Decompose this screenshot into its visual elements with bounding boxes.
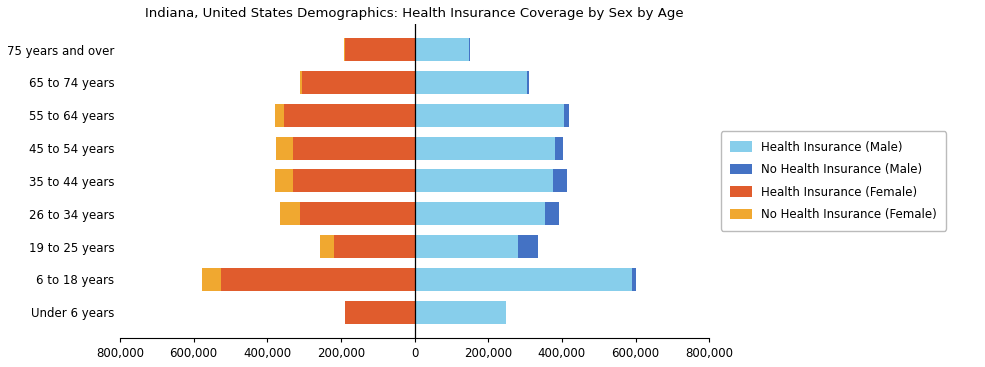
Bar (553, 170, 566, 192)
Bar (415, 301, 506, 324)
Bar (555, 137, 562, 160)
Bar (415, 235, 518, 258)
Bar (276, 170, 293, 192)
Bar (344, 38, 346, 61)
Legend: Health Insurance (Male), No Health Insurance (Male), Health Insurance (Female), : Health Insurance (Male), No Health Insur… (721, 131, 947, 230)
Bar (284, 104, 415, 127)
Bar (300, 71, 302, 94)
Bar (275, 104, 284, 127)
Bar (415, 71, 527, 94)
Bar (631, 268, 636, 291)
Bar (415, 268, 631, 291)
Bar (319, 235, 334, 258)
Bar (527, 71, 529, 94)
Bar (293, 137, 415, 160)
Bar (302, 71, 415, 94)
Bar (202, 268, 222, 291)
Bar (415, 202, 546, 225)
Bar (222, 268, 415, 291)
Bar (345, 301, 415, 324)
Bar (415, 170, 553, 192)
Bar (415, 104, 563, 127)
Title: Indiana, United States Demographics: Health Insurance Coverage by Sex by Age: Indiana, United States Demographics: Hea… (145, 7, 684, 20)
Bar (293, 170, 415, 192)
Bar (415, 38, 469, 61)
Bar (277, 137, 293, 160)
Bar (518, 235, 538, 258)
Bar (334, 235, 415, 258)
Bar (280, 202, 300, 225)
Bar (300, 202, 415, 225)
Bar (563, 104, 569, 127)
Bar (415, 137, 555, 160)
Bar (469, 38, 470, 61)
Bar (346, 38, 415, 61)
Bar (546, 202, 559, 225)
